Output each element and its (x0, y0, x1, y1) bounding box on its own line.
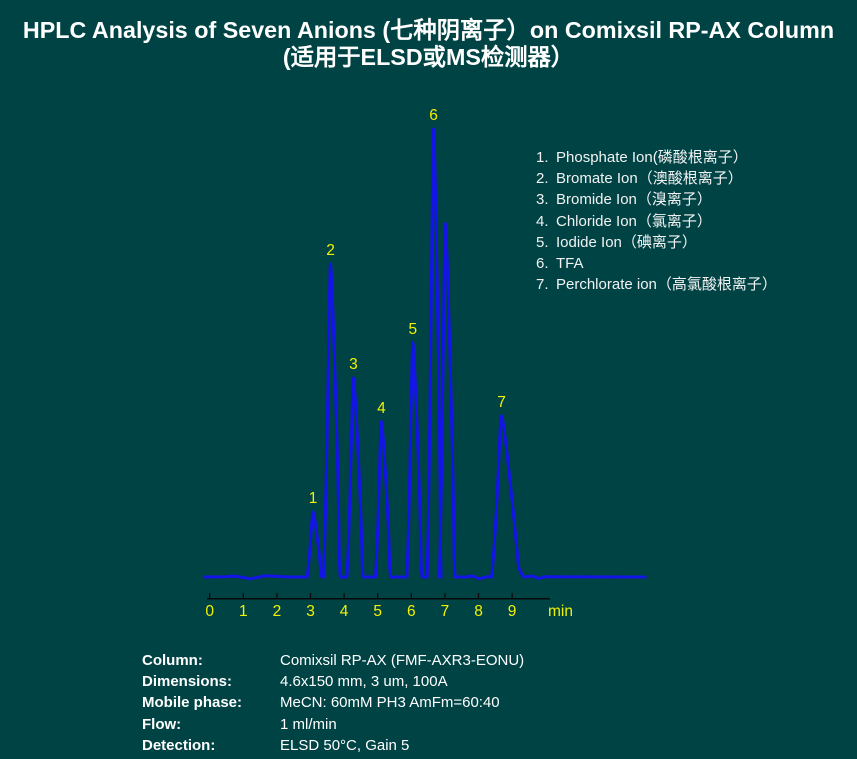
svg-text:6: 6 (407, 603, 416, 620)
svg-text:1: 1 (239, 603, 248, 620)
svg-text:0: 0 (205, 603, 214, 620)
svg-text:8: 8 (474, 603, 483, 620)
svg-text:7: 7 (497, 394, 506, 411)
svg-text:3: 3 (349, 356, 358, 373)
svg-text:6: 6 (429, 107, 438, 124)
svg-text:min: min (548, 603, 573, 620)
svg-text:4: 4 (377, 400, 386, 417)
svg-text:9: 9 (508, 603, 517, 620)
svg-text:2: 2 (326, 242, 335, 259)
svg-text:4: 4 (340, 603, 349, 620)
svg-text:3: 3 (306, 603, 315, 620)
svg-text:1: 1 (309, 490, 318, 507)
svg-text:2: 2 (273, 603, 282, 620)
svg-text:5: 5 (408, 321, 417, 338)
svg-text:5: 5 (373, 603, 382, 620)
svg-text:7: 7 (441, 603, 450, 620)
